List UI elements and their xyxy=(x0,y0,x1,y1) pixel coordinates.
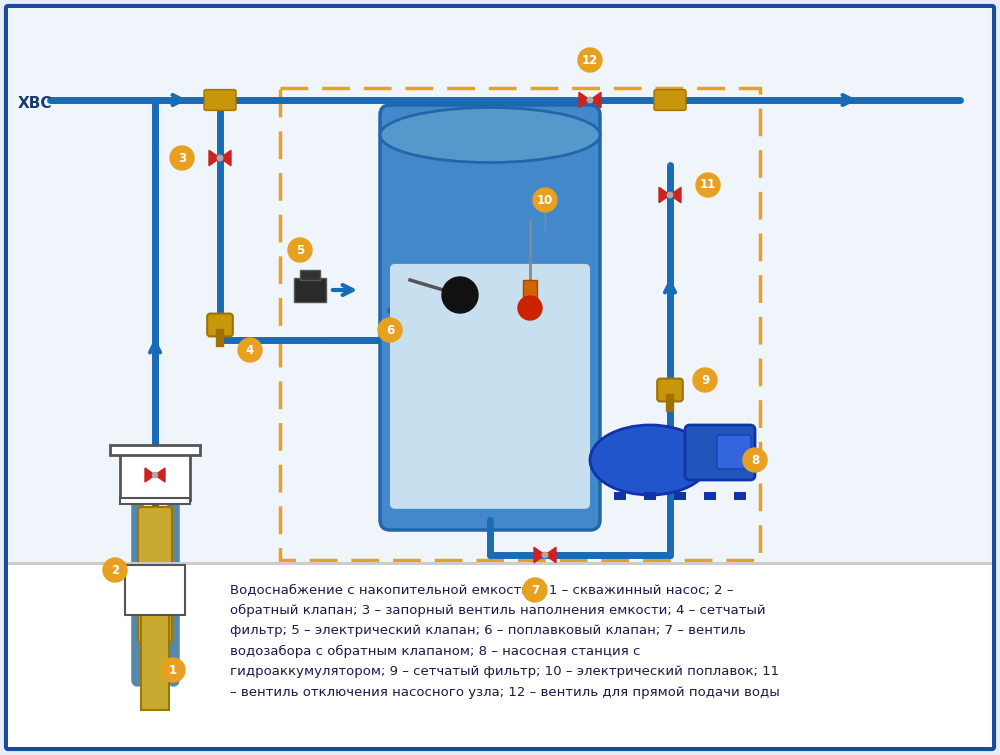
Polygon shape xyxy=(659,187,670,202)
Polygon shape xyxy=(145,468,155,482)
Text: 3: 3 xyxy=(178,152,186,165)
Circle shape xyxy=(693,368,717,392)
Polygon shape xyxy=(220,150,231,165)
FancyBboxPatch shape xyxy=(654,90,686,110)
FancyBboxPatch shape xyxy=(204,90,236,110)
Text: 1: 1 xyxy=(169,664,177,676)
Text: 7: 7 xyxy=(531,584,539,596)
Text: 10: 10 xyxy=(537,193,553,207)
Polygon shape xyxy=(155,468,165,482)
Text: Водоснабжение с накопительной емкостью: 1 – скважинный насос; 2 –
обратный клапа: Водоснабжение с накопительной емкостью: … xyxy=(230,583,780,699)
Circle shape xyxy=(743,448,767,472)
Polygon shape xyxy=(579,92,590,108)
Circle shape xyxy=(578,48,602,72)
Polygon shape xyxy=(209,150,220,165)
Bar xyxy=(8,565,992,747)
Bar xyxy=(8,8,992,565)
FancyBboxPatch shape xyxy=(380,105,600,530)
Circle shape xyxy=(288,238,312,262)
FancyBboxPatch shape xyxy=(717,435,751,469)
Bar xyxy=(734,492,746,500)
Circle shape xyxy=(533,188,557,212)
FancyBboxPatch shape xyxy=(685,425,755,480)
Bar xyxy=(110,445,200,455)
Text: 5: 5 xyxy=(296,244,304,257)
Ellipse shape xyxy=(380,107,600,162)
Circle shape xyxy=(152,473,158,477)
Circle shape xyxy=(161,658,185,682)
Text: 12: 12 xyxy=(582,54,598,66)
Circle shape xyxy=(238,338,262,362)
Bar xyxy=(8,562,992,565)
FancyBboxPatch shape xyxy=(138,507,172,643)
Polygon shape xyxy=(545,547,556,562)
Text: 4: 4 xyxy=(246,344,254,356)
Bar xyxy=(125,565,185,615)
Circle shape xyxy=(542,552,548,558)
Bar xyxy=(120,450,190,500)
FancyBboxPatch shape xyxy=(657,378,683,402)
FancyBboxPatch shape xyxy=(390,264,590,509)
Circle shape xyxy=(170,146,194,170)
Circle shape xyxy=(217,156,223,161)
Bar xyxy=(704,492,716,500)
Text: 8: 8 xyxy=(751,454,759,467)
Circle shape xyxy=(442,277,478,313)
Circle shape xyxy=(523,578,547,602)
Circle shape xyxy=(667,193,673,198)
Text: 1: 1 xyxy=(169,664,177,676)
Bar xyxy=(644,492,656,500)
Bar xyxy=(614,492,626,500)
Text: ХВС: ХВС xyxy=(18,95,52,110)
Bar xyxy=(523,280,537,300)
Bar xyxy=(141,580,169,710)
Bar xyxy=(120,498,190,504)
Bar xyxy=(280,88,760,560)
FancyBboxPatch shape xyxy=(207,313,233,337)
Bar xyxy=(294,278,326,302)
Polygon shape xyxy=(590,92,601,108)
Circle shape xyxy=(518,296,542,320)
Bar xyxy=(300,270,320,280)
Bar xyxy=(674,492,686,500)
Polygon shape xyxy=(670,187,681,202)
Circle shape xyxy=(103,558,127,582)
Text: 11: 11 xyxy=(700,178,716,192)
Text: 2: 2 xyxy=(111,563,119,577)
Circle shape xyxy=(587,97,593,103)
Circle shape xyxy=(696,173,720,197)
Polygon shape xyxy=(534,547,545,562)
Text: 9: 9 xyxy=(701,374,709,387)
FancyBboxPatch shape xyxy=(6,6,994,749)
Text: 6: 6 xyxy=(386,323,394,337)
Circle shape xyxy=(163,660,183,680)
Circle shape xyxy=(378,318,402,342)
Ellipse shape xyxy=(590,425,710,495)
